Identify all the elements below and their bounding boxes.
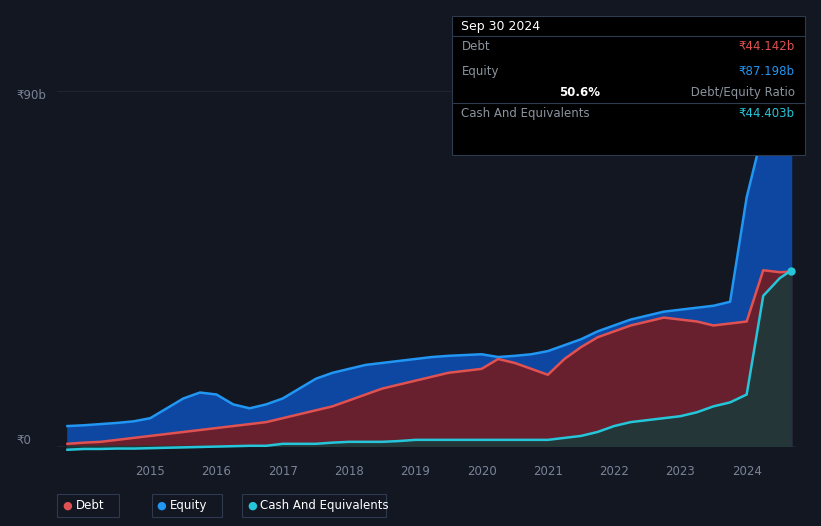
Text: Debt: Debt xyxy=(76,499,104,512)
Text: ₹44.142b: ₹44.142b xyxy=(738,40,795,53)
Text: 50.6%: 50.6% xyxy=(559,86,600,99)
Text: Cash And Equivalents: Cash And Equivalents xyxy=(260,499,389,512)
Text: ●: ● xyxy=(62,500,72,511)
Text: ₹0: ₹0 xyxy=(17,434,32,447)
Text: ₹87.198b: ₹87.198b xyxy=(739,65,795,78)
Text: Debt: Debt xyxy=(461,40,490,53)
Text: ●: ● xyxy=(247,500,257,511)
Text: Cash And Equivalents: Cash And Equivalents xyxy=(461,107,590,120)
Text: Equity: Equity xyxy=(170,499,208,512)
Text: Equity: Equity xyxy=(461,65,499,78)
Text: ₹44.403b: ₹44.403b xyxy=(739,107,795,120)
Text: Debt/Equity Ratio: Debt/Equity Ratio xyxy=(686,86,795,99)
Text: Sep 30 2024: Sep 30 2024 xyxy=(461,20,540,33)
Text: ₹90b: ₹90b xyxy=(17,89,47,103)
Text: ●: ● xyxy=(157,500,167,511)
